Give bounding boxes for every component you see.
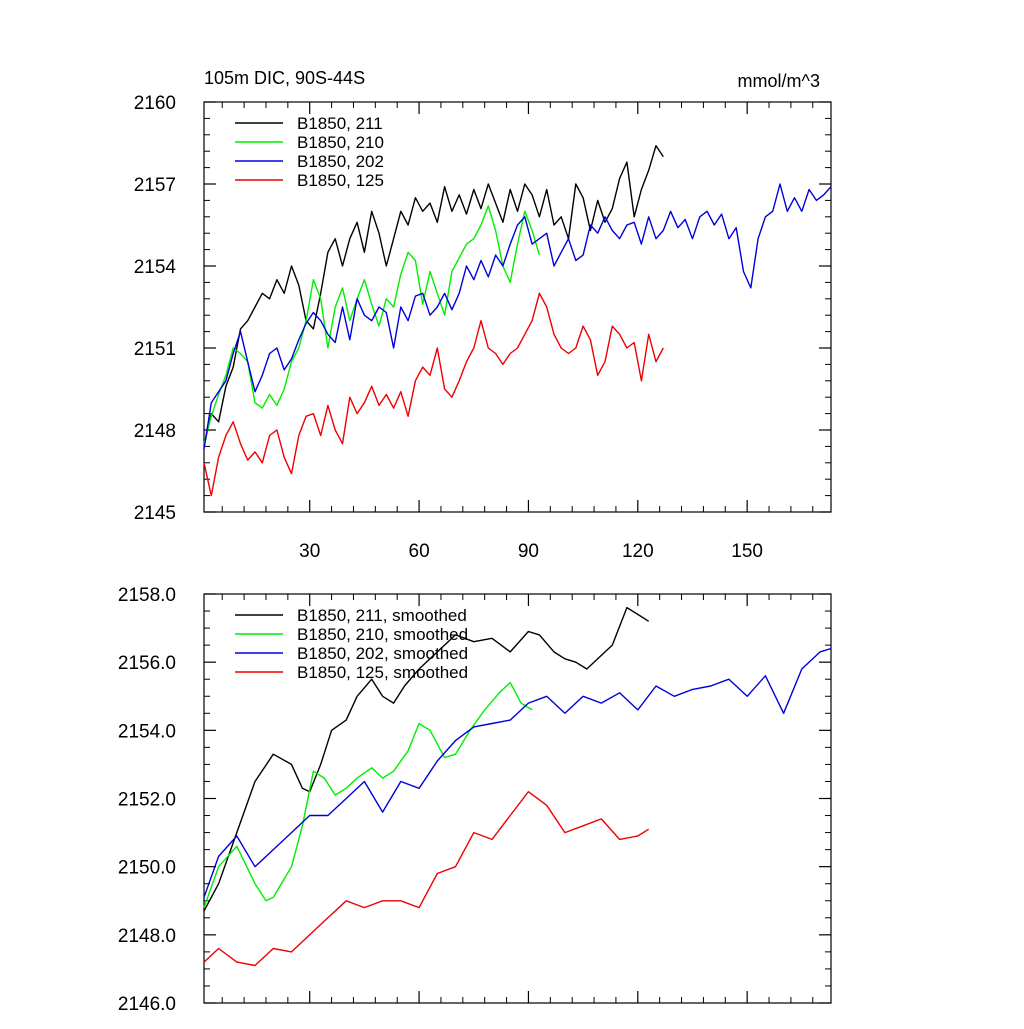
y-tick-label: 2146.0 [118, 994, 176, 1015]
series-line-1 [203, 205, 541, 444]
legend-label-2: B1850, 202, smoothed [297, 644, 468, 663]
y-tick-label: 2157 [134, 175, 176, 196]
y-tick-label: 2160 [134, 93, 176, 114]
legend-label-3: B1850, 125 [297, 171, 384, 190]
legend-label-0: B1850, 211 [297, 114, 383, 133]
y-tick-label: 2154 [134, 257, 177, 278]
y-tick-label: 2150.0 [118, 858, 176, 879]
legend-label-1: B1850, 210, smoothed [297, 625, 468, 644]
legend-label-3: B1850, 125, smoothed [297, 663, 468, 682]
bottom-panel: 2146.0 2148.0 2150.0 2152.0 2154.0 2156.0 2158… [118, 585, 832, 1015]
series-line-3 [203, 292, 664, 497]
y-tick-label: 2148.0 [118, 926, 176, 947]
legend-label-1: B1850, 210 [297, 133, 384, 152]
y-tick-label: 2152.0 [118, 790, 176, 811]
x-tick-label: 120 [622, 541, 654, 562]
series-line-3 [203, 791, 650, 967]
top-panel: 105m DIC, 90S-44S mmol/m^3 30 60 90 120 150 2… [134, 68, 832, 562]
legend-label-2: B1850, 202 [297, 152, 384, 171]
y-tick-label: 2156.0 [118, 653, 176, 674]
units-label: mmol/m^3 [738, 71, 820, 91]
series-line-0 [203, 144, 664, 447]
series-line-2 [203, 183, 832, 450]
y-tick-label: 2148 [134, 421, 176, 442]
chart-title: 105m DIC, 90S-44S [204, 68, 365, 88]
series-line-0 [203, 606, 650, 912]
series-line-1 [203, 681, 533, 908]
y-tick-label: 2151 [134, 339, 176, 360]
plot-frame [203, 101, 832, 513]
legend-label-0: B1850, 211, smoothed [297, 606, 467, 625]
x-tick-label: 60 [409, 541, 430, 562]
x-tick-label: 150 [731, 541, 763, 562]
series-line-2 [203, 647, 832, 898]
x-tick-label: 30 [299, 541, 320, 562]
y-tick-label: 2145 [134, 503, 176, 524]
y-tick-label: 2154.0 [118, 721, 176, 742]
y-tick-label: 2158.0 [118, 585, 176, 606]
x-tick-label: 90 [518, 541, 539, 562]
